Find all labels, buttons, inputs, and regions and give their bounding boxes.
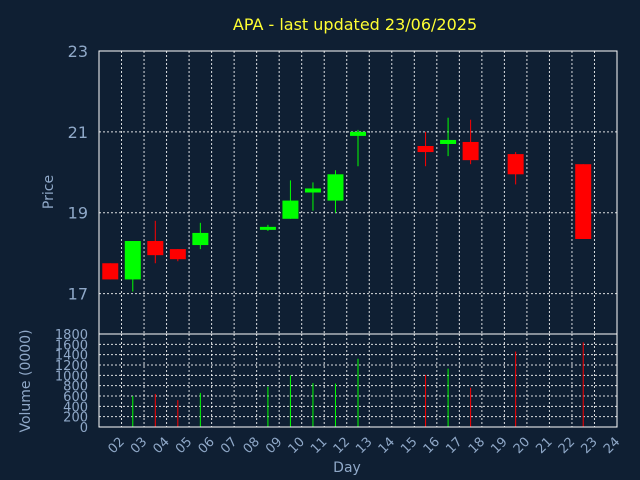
volume-tick-label: 1800 xyxy=(55,328,88,343)
volume-tick-label: 1000 xyxy=(55,369,88,384)
volume-tick-label: 0 xyxy=(80,421,88,436)
candle-body xyxy=(327,174,344,201)
x-tick-label: 21 xyxy=(533,435,555,457)
x-tick-label: 16 xyxy=(421,435,443,457)
x-tick-label: 24 xyxy=(601,435,623,457)
volume-tick-label: 200 xyxy=(63,411,88,426)
volume-tick-label: 1200 xyxy=(55,359,88,374)
volume-tick-label: 800 xyxy=(63,380,88,395)
x-tick-label: 06 xyxy=(196,435,218,457)
x-tick-label: 20 xyxy=(511,435,533,457)
candle-body xyxy=(440,139,457,144)
x-tick-label: 07 xyxy=(218,435,240,457)
y-tick-label: 19 xyxy=(68,204,88,223)
candle-body xyxy=(507,154,524,175)
volume-tick-label: 1600 xyxy=(55,338,88,353)
y-tick-label: 17 xyxy=(68,285,88,304)
candle-body xyxy=(304,188,321,193)
x-tick-label: 15 xyxy=(398,435,420,457)
candle-body xyxy=(124,241,141,280)
candle-body xyxy=(350,131,366,136)
x-tick-label: 13 xyxy=(353,435,375,457)
candle-body xyxy=(259,226,276,230)
volume-tick-label: 400 xyxy=(63,400,88,415)
x-tick-label: 03 xyxy=(128,435,150,457)
chart-title: APA - last updated 23/06/2025 xyxy=(233,15,477,34)
candle-body xyxy=(147,241,164,256)
candle-body xyxy=(102,263,119,280)
x-tick-label: 02 xyxy=(105,435,127,457)
x-tick-label: 11 xyxy=(308,435,330,457)
x-tick-label: 19 xyxy=(488,435,510,457)
y-tick-label: 23 xyxy=(68,42,88,61)
candle-body xyxy=(282,200,299,219)
candle-body xyxy=(169,249,186,260)
volume-tick-label: 1400 xyxy=(55,349,88,364)
candle-body xyxy=(192,232,209,246)
x-axis: 02 03 04 05 06 07 08 09 10 11 12 13 14 15 16 17 18 19 20 21… xyxy=(105,435,623,457)
x-tick-label: 23 xyxy=(578,435,600,457)
x-tick-label: 22 xyxy=(556,435,578,457)
x-tick-label: 09 xyxy=(263,435,285,457)
candle-body xyxy=(462,141,479,161)
x-tick-label: 08 xyxy=(241,435,263,457)
y-axis-label: Price xyxy=(41,175,57,209)
x-tick-label: 10 xyxy=(286,435,308,457)
volume-axis-label: Volume (0000) xyxy=(18,329,34,432)
x-tick-label: 17 xyxy=(443,435,465,457)
price-panel: 17 19 21 23 xyxy=(68,42,618,335)
x-tick-label: 18 xyxy=(466,435,488,457)
x-tick-label: 04 xyxy=(151,435,173,457)
x-tick-label: 14 xyxy=(376,435,398,457)
x-axis-label: Day xyxy=(333,460,361,476)
volume-tick-label: 600 xyxy=(63,390,88,405)
volume-frame xyxy=(98,333,618,428)
candle-body xyxy=(417,146,434,153)
x-tick-label: 05 xyxy=(173,435,195,457)
price-frame xyxy=(98,50,618,335)
y-tick-label: 21 xyxy=(68,123,88,142)
x-tick-label: 12 xyxy=(331,435,353,457)
candle-body xyxy=(575,164,592,239)
